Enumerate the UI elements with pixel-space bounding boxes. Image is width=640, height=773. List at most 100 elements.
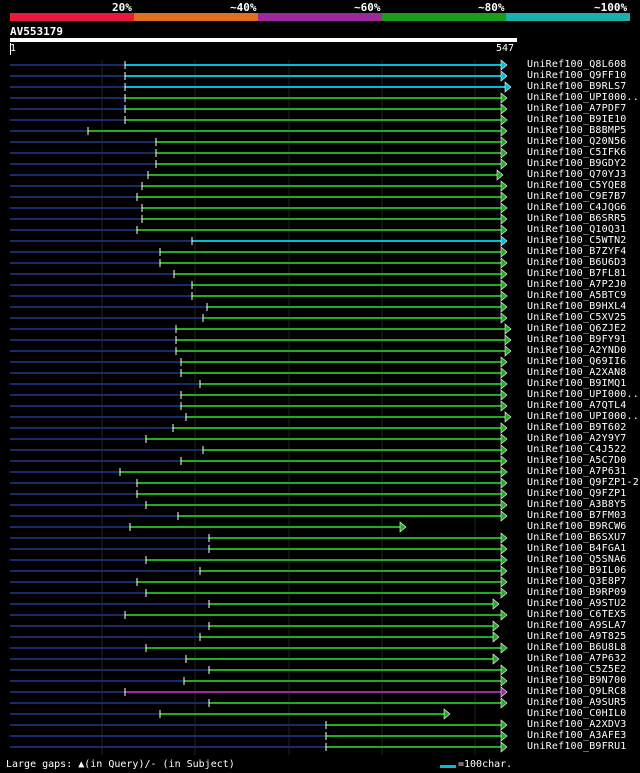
hit-label[interactable]: UniRef100_B7FL81 [527,268,627,279]
hit-label[interactable]: UniRef100_A7P631 [527,466,627,477]
hit-label[interactable]: UniRef100_Q6ZJE2 [527,323,627,334]
query-name: AV553179 [10,25,63,38]
hit-label[interactable]: UniRef100_B9IE10 [527,114,627,125]
hit-label[interactable]: UniRef100_C5Z5E2 [527,664,627,675]
scale-legend-text: =100char. [458,759,513,770]
hit-arrow-icon [500,70,508,82]
hit-label[interactable]: UniRef100_B9T602 [527,422,627,433]
hit-arrow-icon [500,356,508,368]
hit-label[interactable]: UniRef100_A2Y9Y7 [527,433,627,444]
hit-arrow-icon [500,378,508,390]
hit-arrow-icon [500,488,508,500]
hit-label[interactable]: UniRef100_A9SLA7 [527,620,627,631]
hit-label[interactable]: UniRef100_Q70YJ3 [527,169,627,180]
hit-arrow-icon [500,466,508,478]
hit-arrow-icon [500,279,508,291]
hit-label[interactable]: UniRef100_C5YQE8 [527,180,627,191]
hit-label[interactable]: UniRef100_A3AFE3 [527,730,627,741]
hit-arrow-icon [500,554,508,566]
hit-label[interactable]: UniRef100_B4FGA1 [527,543,627,554]
hit-arrow-icon [500,202,508,214]
hit-arrow-icon [500,136,508,148]
hit-label[interactable]: UniRef100_B9FY91 [527,334,627,345]
hit-label[interactable]: UniRef100_B9RP09 [527,587,627,598]
hit-label[interactable]: UniRef100_Q69II6 [527,356,627,367]
hit-arrow-icon [500,290,508,302]
hit-arrow-icon [500,719,508,731]
hit-label[interactable]: UniRef100_Q20N56 [527,136,627,147]
hit-label[interactable]: UniRef100_B8BMP5 [527,125,627,136]
query-start-tick [10,43,11,55]
hit-label[interactable]: UniRef100_A7P2J0 [527,279,627,290]
hit-label[interactable]: UniRef100_UPI000.. [527,389,639,400]
hit-arrow-icon [500,532,508,544]
identity-scale: 20% ~40% ~60% ~80% ~100% [0,0,640,22]
hit-label[interactable]: UniRef100_B6U6D3 [527,257,627,268]
hit-arrow-icon [500,499,508,511]
hit-arrow-icon [500,103,508,115]
hit-label[interactable]: UniRef100_B9FRU1 [527,741,627,752]
hit-arrow-icon [500,125,508,137]
hit-label[interactable]: UniRef100_B9GDY2 [527,158,627,169]
hit-label[interactable]: UniRef100_C6TEX5 [527,609,627,620]
hit-arrow-icon [500,664,508,676]
hit-label[interactable]: UniRef100_B9RCW6 [527,521,627,532]
hit-label[interactable]: UniRef100_A9STU2 [527,598,627,609]
hit-arrow-icon [500,59,508,71]
hit-arrow-icon [504,81,512,93]
hit-label[interactable]: UniRef100_A7PDF7 [527,103,627,114]
hit-label[interactable]: UniRef100_Q9LRC8 [527,686,627,697]
scale-segment-cyan [506,13,630,21]
hit-arrow-icon [500,246,508,258]
hit-label[interactable]: UniRef100_C5IFK6 [527,147,627,158]
hit-label[interactable]: UniRef100_B6SXU7 [527,532,627,543]
hit-label[interactable]: UniRef100_C4J522 [527,444,627,455]
hit-label[interactable]: UniRef100_A2XAN8 [527,367,627,378]
scale-segment-green [382,13,506,21]
hit-arrow-icon [492,631,500,643]
hit-label[interactable]: UniRef100_UPI000.. [527,411,639,422]
hit-label[interactable]: UniRef100_Q8L608 [527,59,627,70]
hit-label[interactable]: UniRef100_Q3E8P7 [527,576,627,587]
hit-label[interactable]: UniRef100_A9T825 [527,631,627,642]
hit-label[interactable]: UniRef100_C5XV25 [527,312,627,323]
hit-label[interactable]: UniRef100_B6U8L8 [527,642,627,653]
hit-label[interactable]: UniRef100_UPI000.. [527,92,639,103]
hit-label[interactable]: UniRef100_B6SRR5 [527,213,627,224]
hit-label[interactable]: UniRef100_B9HXL4 [527,301,627,312]
hit-arrow-icon [399,521,407,533]
hit-arrow-icon [504,411,512,423]
hit-label[interactable]: UniRef100_B7FM03 [527,510,627,521]
hit-label[interactable]: UniRef100_Q5SNA6 [527,554,627,565]
scale-legend-line [440,765,456,768]
scale-segment-purple [258,13,382,21]
scale-label-20: 20% [112,1,132,14]
hit-label[interactable]: UniRef100_A5BTC9 [527,290,627,301]
hit-label[interactable]: UniRef100_A9SUR5 [527,697,627,708]
hit-label[interactable]: UniRef100_A7QTL4 [527,400,627,411]
hit-label[interactable]: UniRef100_A7P632 [527,653,627,664]
hit-label[interactable]: UniRef100_B9IMQ1 [527,378,627,389]
hit-label[interactable]: UniRef100_C9E7B7 [527,191,627,202]
hit-arrow-icon [496,169,504,181]
hit-label[interactable]: UniRef100_A2XDV3 [527,719,627,730]
hit-label[interactable]: UniRef100_C0HIL0 [527,708,627,719]
hit-label[interactable]: UniRef100_Q9FF10 [527,70,627,81]
hit-label[interactable]: UniRef100_A2YND0 [527,345,627,356]
hit-arrow-icon [500,675,508,687]
hit-arrow-icon [500,389,508,401]
hit-label[interactable]: UniRef100_B7ZYF4 [527,246,627,257]
hit-arrow-icon [500,686,508,698]
hit-label[interactable]: UniRef100_B9IL06 [527,565,627,576]
hit-label[interactable]: UniRef100_B9RLS7 [527,81,627,92]
hit-arrow-icon [500,455,508,467]
hit-label[interactable]: UniRef100_Q9FZP1 [527,488,627,499]
hit-label[interactable]: UniRef100_C4JQG6 [527,202,627,213]
hit-label[interactable]: UniRef100_A5C7D0 [527,455,627,466]
hit-label[interactable]: UniRef100_Q9FZP1-2 [527,477,639,488]
hit-label[interactable]: UniRef100_A3B8Y5 [527,499,627,510]
hit-label[interactable]: UniRef100_B9N700 [527,675,627,686]
hit-label[interactable]: UniRef100_C5WTN2 [527,235,627,246]
hit-label[interactable]: UniRef100_Q10Q31 [527,224,627,235]
